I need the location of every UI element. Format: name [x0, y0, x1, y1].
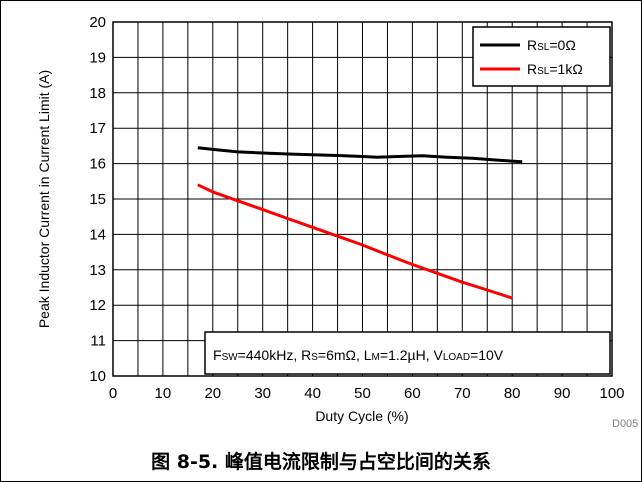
y-tick-label: 11	[90, 333, 106, 350]
y-tick-label: 12	[89, 297, 106, 314]
x-tick-label: 90	[554, 385, 571, 402]
conditions-annotation: FSW=440kHz, RS=6mΩ, LM=1.2µH, VLOAD=10V	[204, 331, 611, 375]
x-axis-title: Duty Cycle (%)	[315, 408, 408, 424]
y-tick-label: 17	[89, 120, 106, 137]
y-tick-label: 13	[89, 262, 106, 279]
label-text: F	[213, 347, 222, 363]
y-tick-label: 16	[89, 156, 106, 173]
figure-caption: 图 8-5. 峰值电流限制与占空比间的关系	[151, 451, 491, 473]
legend-label-1: RSL=1kΩ	[527, 61, 583, 77]
legend-box	[472, 26, 611, 87]
x-tick-label: 60	[404, 385, 421, 402]
subscript-text: S	[311, 352, 318, 363]
y-tick-label: 10	[89, 368, 106, 385]
label-text: =1kΩ	[549, 61, 582, 77]
line-chart: 0 10 20 30 40 50 60 70 80 90 100101112131415161718…	[36, 14, 638, 430]
subscript-text: M	[372, 352, 380, 363]
label-text: =10V	[470, 347, 504, 363]
x-tick-label: 0	[109, 385, 117, 402]
x-tick-label: 70	[454, 385, 471, 402]
x-tick-label: 10	[155, 385, 172, 402]
x-tick-label: 100	[599, 385, 624, 402]
y-tick-label: 20	[89, 14, 106, 31]
legend-label-0: RSL=0Ω	[527, 37, 576, 53]
label-text: =1.2µH, V	[380, 347, 444, 363]
subscript-text: LOAD	[443, 352, 470, 363]
annotation-box	[204, 331, 611, 375]
label-text: =6mΩ, L	[318, 347, 372, 363]
x-tick-label: 40	[304, 385, 321, 402]
label-text: =0Ω	[549, 37, 575, 53]
y-tick-label: 14	[89, 226, 106, 243]
figure-code: D005	[612, 418, 638, 430]
annotation-text: FSW=440kHz, RS=6mΩ, LM=1.2µH, VLOAD=10V	[213, 347, 504, 363]
x-tick-label: 30	[254, 385, 271, 402]
series-line-1	[197, 183, 513, 300]
label-text: R	[527, 37, 537, 53]
subscript-text: SL	[537, 42, 550, 53]
series-layer	[197, 146, 523, 300]
label-text: R	[527, 61, 537, 77]
x-tick-label: 80	[504, 385, 521, 402]
y-tick-label: 18	[89, 85, 106, 102]
subscript-text: SW	[222, 352, 239, 363]
y-axis-title: Peak Inductor Current in Current Limit (…	[36, 70, 52, 328]
plot-area-border	[112, 21, 613, 377]
subscript-text: SL	[537, 66, 550, 77]
y-tick-label: 15	[89, 191, 106, 208]
series-line-0	[197, 146, 523, 164]
y-tick-label: 19	[89, 49, 106, 66]
x-tick-label: 20	[204, 385, 221, 402]
label-text: =440kHz, R	[238, 347, 312, 363]
x-tick-label: 50	[354, 385, 371, 402]
tick-labels: 0 10 20 30 40 50 60 70 80 90 100101112131415161718…	[89, 14, 624, 402]
